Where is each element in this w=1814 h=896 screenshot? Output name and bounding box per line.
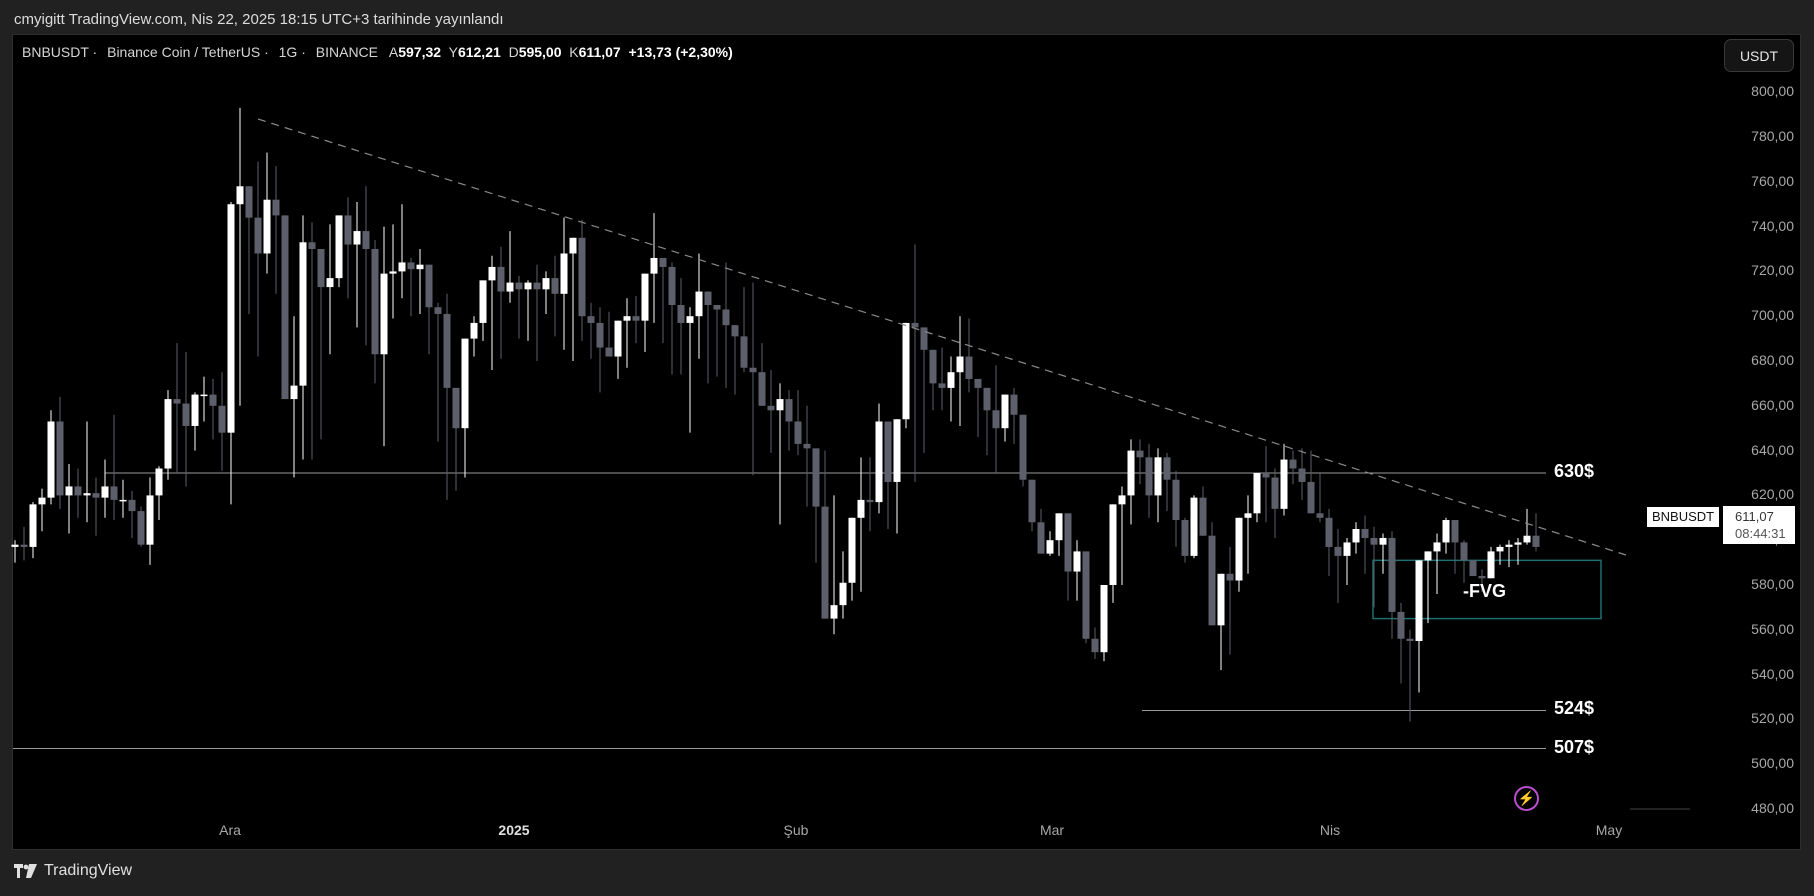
last-price: 611,07 [1735,509,1774,524]
price-tick: 700,00 [1751,307,1794,324]
level-label-507: 507$ [1554,737,1595,757]
time-tick: Mar [1039,822,1065,838]
price-tick: 620,00 [1751,486,1794,503]
legend-close: 611,07 [578,44,621,60]
legend-exchange: BINANCE [315,44,378,60]
bar-countdown: 08:44:31 [1735,526,1786,541]
last-price-tag: 611,07 08:44:31 [1723,506,1795,544]
price-tick: 520,00 [1751,710,1794,727]
symbol-legend: BNBUSDT · Binance Coin / TetherUS · 1G ·… [22,44,733,60]
legend-change: +13,73 (+2,30%) [628,44,733,60]
legend-symbol[interactable]: BNBUSDT [22,44,89,60]
time-tick: Nis [1319,822,1341,838]
legend-low-label: D [508,44,519,60]
price-tick: 680,00 [1751,352,1794,368]
legend-high: 612,21 [457,44,501,60]
symbol-price-tag: BNBUSDT [1647,507,1720,527]
price-tick: 760,00 [1751,172,1794,189]
price-tick: 660,00 [1751,396,1794,413]
price-tick: 500,00 [1751,755,1794,772]
lightning-icon[interactable]: ⚡ [1514,786,1539,811]
legend-name: Binance Coin / TetherUS [107,44,261,60]
footer-brand-text: TradingView [44,862,133,879]
price-tick: 640,00 [1751,441,1794,458]
chart-pane[interactable] [12,34,1801,850]
price-tick: 560,00 [1751,620,1794,637]
footer-brand[interactable]: TradingView [14,862,132,880]
price-tick: 740,00 [1751,217,1794,234]
time-tick: 2025 [498,822,530,838]
time-tick: May [1595,822,1623,838]
price-tick: 800,00 [1751,83,1794,100]
level-label-630: 630$ [1554,461,1595,481]
price-tick: 540,00 [1751,665,1794,682]
publish-info: cmyigitt TradingView.com, Nis 22, 2025 1… [14,11,504,28]
fvg-label: -FVG [1463,581,1506,601]
legend-open: 597,32 [398,44,442,60]
level-label-524: 524$ [1554,698,1595,718]
legend-open-label: A [388,44,399,60]
tradingview-logo-icon [14,864,37,878]
legend-close-label: K [569,44,579,60]
time-tick: Şub [783,822,809,838]
price-tick: 720,00 [1751,262,1794,279]
price-tick: 480,00 [1751,800,1794,816]
currency-unit-button[interactable]: USDT [1724,39,1794,72]
price-tick: 580,00 [1751,576,1794,592]
time-tick: Ara [219,822,241,838]
legend-low: 595,00 [518,44,562,60]
legend-interval: 1G [278,44,298,60]
price-tick: 780,00 [1751,128,1794,144]
legend-high-label: Y [448,44,458,60]
